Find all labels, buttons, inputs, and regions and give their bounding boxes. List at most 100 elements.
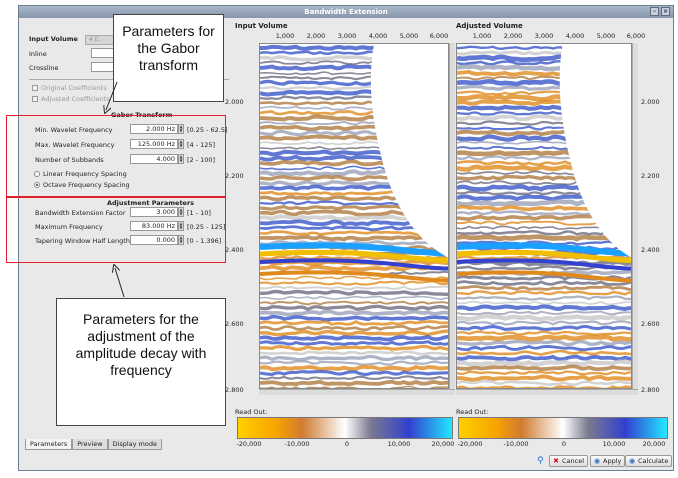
input-colorbar	[237, 417, 453, 439]
max-frequency-spin-arrows[interactable]: ▲ ▼	[178, 221, 184, 231]
seismic-reflector	[457, 300, 631, 306]
x-tick: 5,000	[399, 32, 419, 40]
tapering-window-label: Tapering Window Half Length	[35, 237, 130, 245]
seismic-reflector	[260, 300, 448, 306]
adjusted-coeff-label: Adjusted Coefficients	[41, 95, 110, 103]
original-coeff-checkbox[interactable]	[32, 85, 38, 91]
seismic-reflector	[457, 330, 631, 336]
x-tick: 1,000	[275, 32, 295, 40]
seismic-reflector	[457, 364, 631, 372]
adjusted-vertical-scrollbar[interactable]	[632, 43, 638, 389]
seismic-reflector	[260, 234, 448, 242]
y-tick: 2.200	[225, 172, 244, 180]
min-wavelet-spin-arrows[interactable]: ▲ ▼	[178, 124, 184, 134]
tab-parameters[interactable]: Parameters	[25, 439, 73, 450]
tab-preview[interactable]: Preview	[72, 439, 108, 450]
max-wavelet-spin-arrows[interactable]: ▲ ▼	[178, 139, 184, 149]
adjusted-horizontal-scrollbar[interactable]	[456, 389, 638, 395]
seismic-reflector	[260, 314, 448, 322]
apply-button[interactable]: ◉ Apply	[590, 455, 626, 467]
bandwidth-extension-factor-input[interactable]: 3.000	[130, 207, 178, 217]
seismic-reflector	[457, 380, 631, 386]
seismic-reflector	[457, 310, 631, 316]
colorbar-tick: 10,000	[387, 440, 411, 448]
calculate-label: Calculate	[638, 457, 669, 465]
input-seismic-view[interactable]	[259, 43, 449, 389]
original-coeff-label: Original Coefficients	[41, 84, 107, 92]
calculate-button[interactable]: ◉ Calculate	[625, 455, 673, 467]
extension-factor-range: [1 - 10]	[187, 209, 211, 217]
inline-label: Inline	[29, 50, 47, 58]
seismic-reflector	[457, 234, 631, 243]
tapering-spin-arrows[interactable]: ▲ ▼	[178, 235, 184, 245]
seismic-reflector	[260, 354, 448, 362]
seismic-mask	[370, 44, 448, 258]
number-of-subbands-input[interactable]: 4.000	[130, 154, 178, 164]
octave-spacing-radio[interactable]	[34, 182, 40, 188]
seismic-reflector	[260, 280, 448, 286]
bandwidth-extension-factor-label: Bandwidth Extension Factor	[35, 209, 126, 217]
input-horizontal-scrollbar[interactable]	[259, 389, 455, 395]
adjusted-colorbar-ticks: -20,000 -10,000 0 10,000 20,000	[457, 440, 668, 450]
subbands-range: [2 - 100]	[187, 156, 216, 164]
adjustment-section-title: Adjustment Parameters	[107, 199, 195, 207]
adjusted-coeff-checkbox[interactable]	[32, 96, 38, 102]
seismic-horizon	[457, 270, 631, 283]
y-tick: 2.600	[225, 320, 244, 328]
max-wavelet-frequency-input[interactable]: 125.000 Hz	[130, 139, 178, 149]
gabor-annotation: Parameters for the Gabor transform	[113, 14, 224, 102]
adjusted-colorbar	[458, 417, 668, 439]
colorbar-tick: 10,000	[602, 440, 626, 448]
seismic-reflector	[457, 354, 631, 362]
bandwidth-extension-window: Bandwidth Extension – × Input Volume 4 E…	[18, 5, 674, 471]
x-tick: 2,000	[503, 32, 523, 40]
adjustment-highlight-box	[6, 197, 226, 263]
seismic-reflector	[260, 309, 448, 317]
gabor-highlight-box	[6, 115, 226, 197]
apply-icon: ◉	[593, 457, 601, 465]
tab-display-mode[interactable]: Display mode	[107, 439, 162, 450]
cancel-button[interactable]: ✖ Cancel	[549, 455, 589, 467]
apply-label: Apply	[603, 457, 622, 465]
seismic-reflector	[260, 304, 448, 312]
input-volume-title: Input Volume	[235, 22, 288, 30]
seismic-reflector	[457, 240, 631, 246]
x-tick: 6,000	[626, 32, 646, 40]
maximum-frequency-input[interactable]: 83.000 Hz	[130, 221, 178, 231]
seismic-reflector	[260, 375, 448, 381]
seismic-reflector	[457, 359, 631, 367]
colorbar-tick: 20,000	[431, 440, 455, 448]
min-wavelet-frequency-input[interactable]: 2.000 Hz	[130, 124, 178, 134]
cancel-icon: ✖	[553, 457, 559, 465]
seismic-reflector	[260, 364, 448, 372]
help-icon[interactable]: ⚲	[537, 456, 544, 466]
linear-spacing-radio[interactable]	[34, 171, 40, 177]
x-tick: 6,000	[429, 32, 449, 40]
input-colorbar-ticks: -20,000 -10,000 0 10,000 20,000	[236, 440, 455, 450]
tapering-window-input[interactable]: 0.000	[130, 235, 178, 245]
close-button[interactable]: ×	[661, 7, 670, 16]
seismic-reflector	[260, 340, 448, 346]
calculate-icon: ◉	[628, 457, 636, 465]
adjusted-seismic-view[interactable]	[456, 43, 632, 389]
y-tick: 2.400	[225, 246, 244, 254]
minimize-button[interactable]: –	[650, 7, 659, 16]
colorbar-tick: 0	[344, 440, 350, 448]
subbands-spin-arrows[interactable]: ▲ ▼	[178, 154, 184, 164]
extension-factor-spin-arrows[interactable]: ▲ ▼	[178, 207, 184, 217]
colorbar-tick: -10,000	[503, 440, 529, 448]
seismic-reflector	[260, 369, 448, 377]
colorbar-tick: -10,000	[284, 440, 310, 448]
seismic-reflector	[260, 295, 448, 301]
seismic-reflector	[457, 280, 631, 286]
time-y-axis-left: 2.000 2.200 2.400 2.600 2.800	[225, 43, 255, 394]
max-frequency-range: [0.25 - 125]	[187, 223, 226, 231]
max-wavelet-range: [4 - 125]	[187, 141, 216, 149]
input-vertical-scrollbar[interactable]	[449, 43, 455, 389]
seismic-horizon	[260, 270, 448, 283]
colorbar-tick: -20,000	[236, 440, 262, 448]
seismic-reflector	[457, 290, 631, 296]
seismic-reflector	[260, 329, 448, 337]
seismic-reflector	[457, 339, 631, 347]
seismic-reflector	[260, 360, 448, 366]
